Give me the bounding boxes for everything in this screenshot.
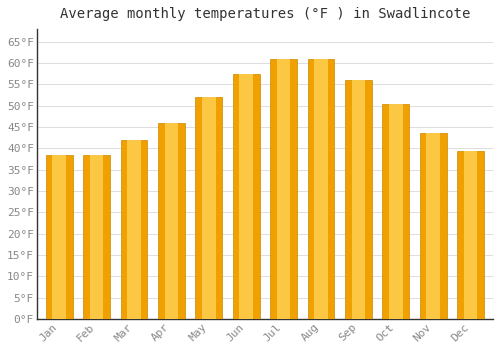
- Bar: [127, 140, 140, 319]
- Bar: [314, 59, 328, 319]
- Bar: [83, 155, 110, 319]
- Bar: [158, 123, 185, 319]
- Bar: [240, 74, 253, 319]
- Bar: [232, 74, 260, 319]
- Bar: [46, 155, 72, 319]
- Bar: [345, 80, 372, 319]
- Bar: [464, 150, 477, 319]
- Bar: [52, 155, 66, 319]
- Bar: [202, 97, 215, 319]
- Bar: [90, 155, 104, 319]
- Bar: [352, 80, 365, 319]
- Bar: [382, 104, 409, 319]
- Bar: [196, 97, 222, 319]
- Bar: [420, 133, 446, 319]
- Title: Average monthly temperatures (°F ) in Swadlincote: Average monthly temperatures (°F ) in Sw…: [60, 7, 470, 21]
- Bar: [277, 59, 290, 319]
- Bar: [457, 150, 484, 319]
- Bar: [308, 59, 334, 319]
- Bar: [389, 104, 402, 319]
- Bar: [426, 133, 440, 319]
- Bar: [270, 59, 297, 319]
- Bar: [164, 123, 178, 319]
- Bar: [120, 140, 148, 319]
